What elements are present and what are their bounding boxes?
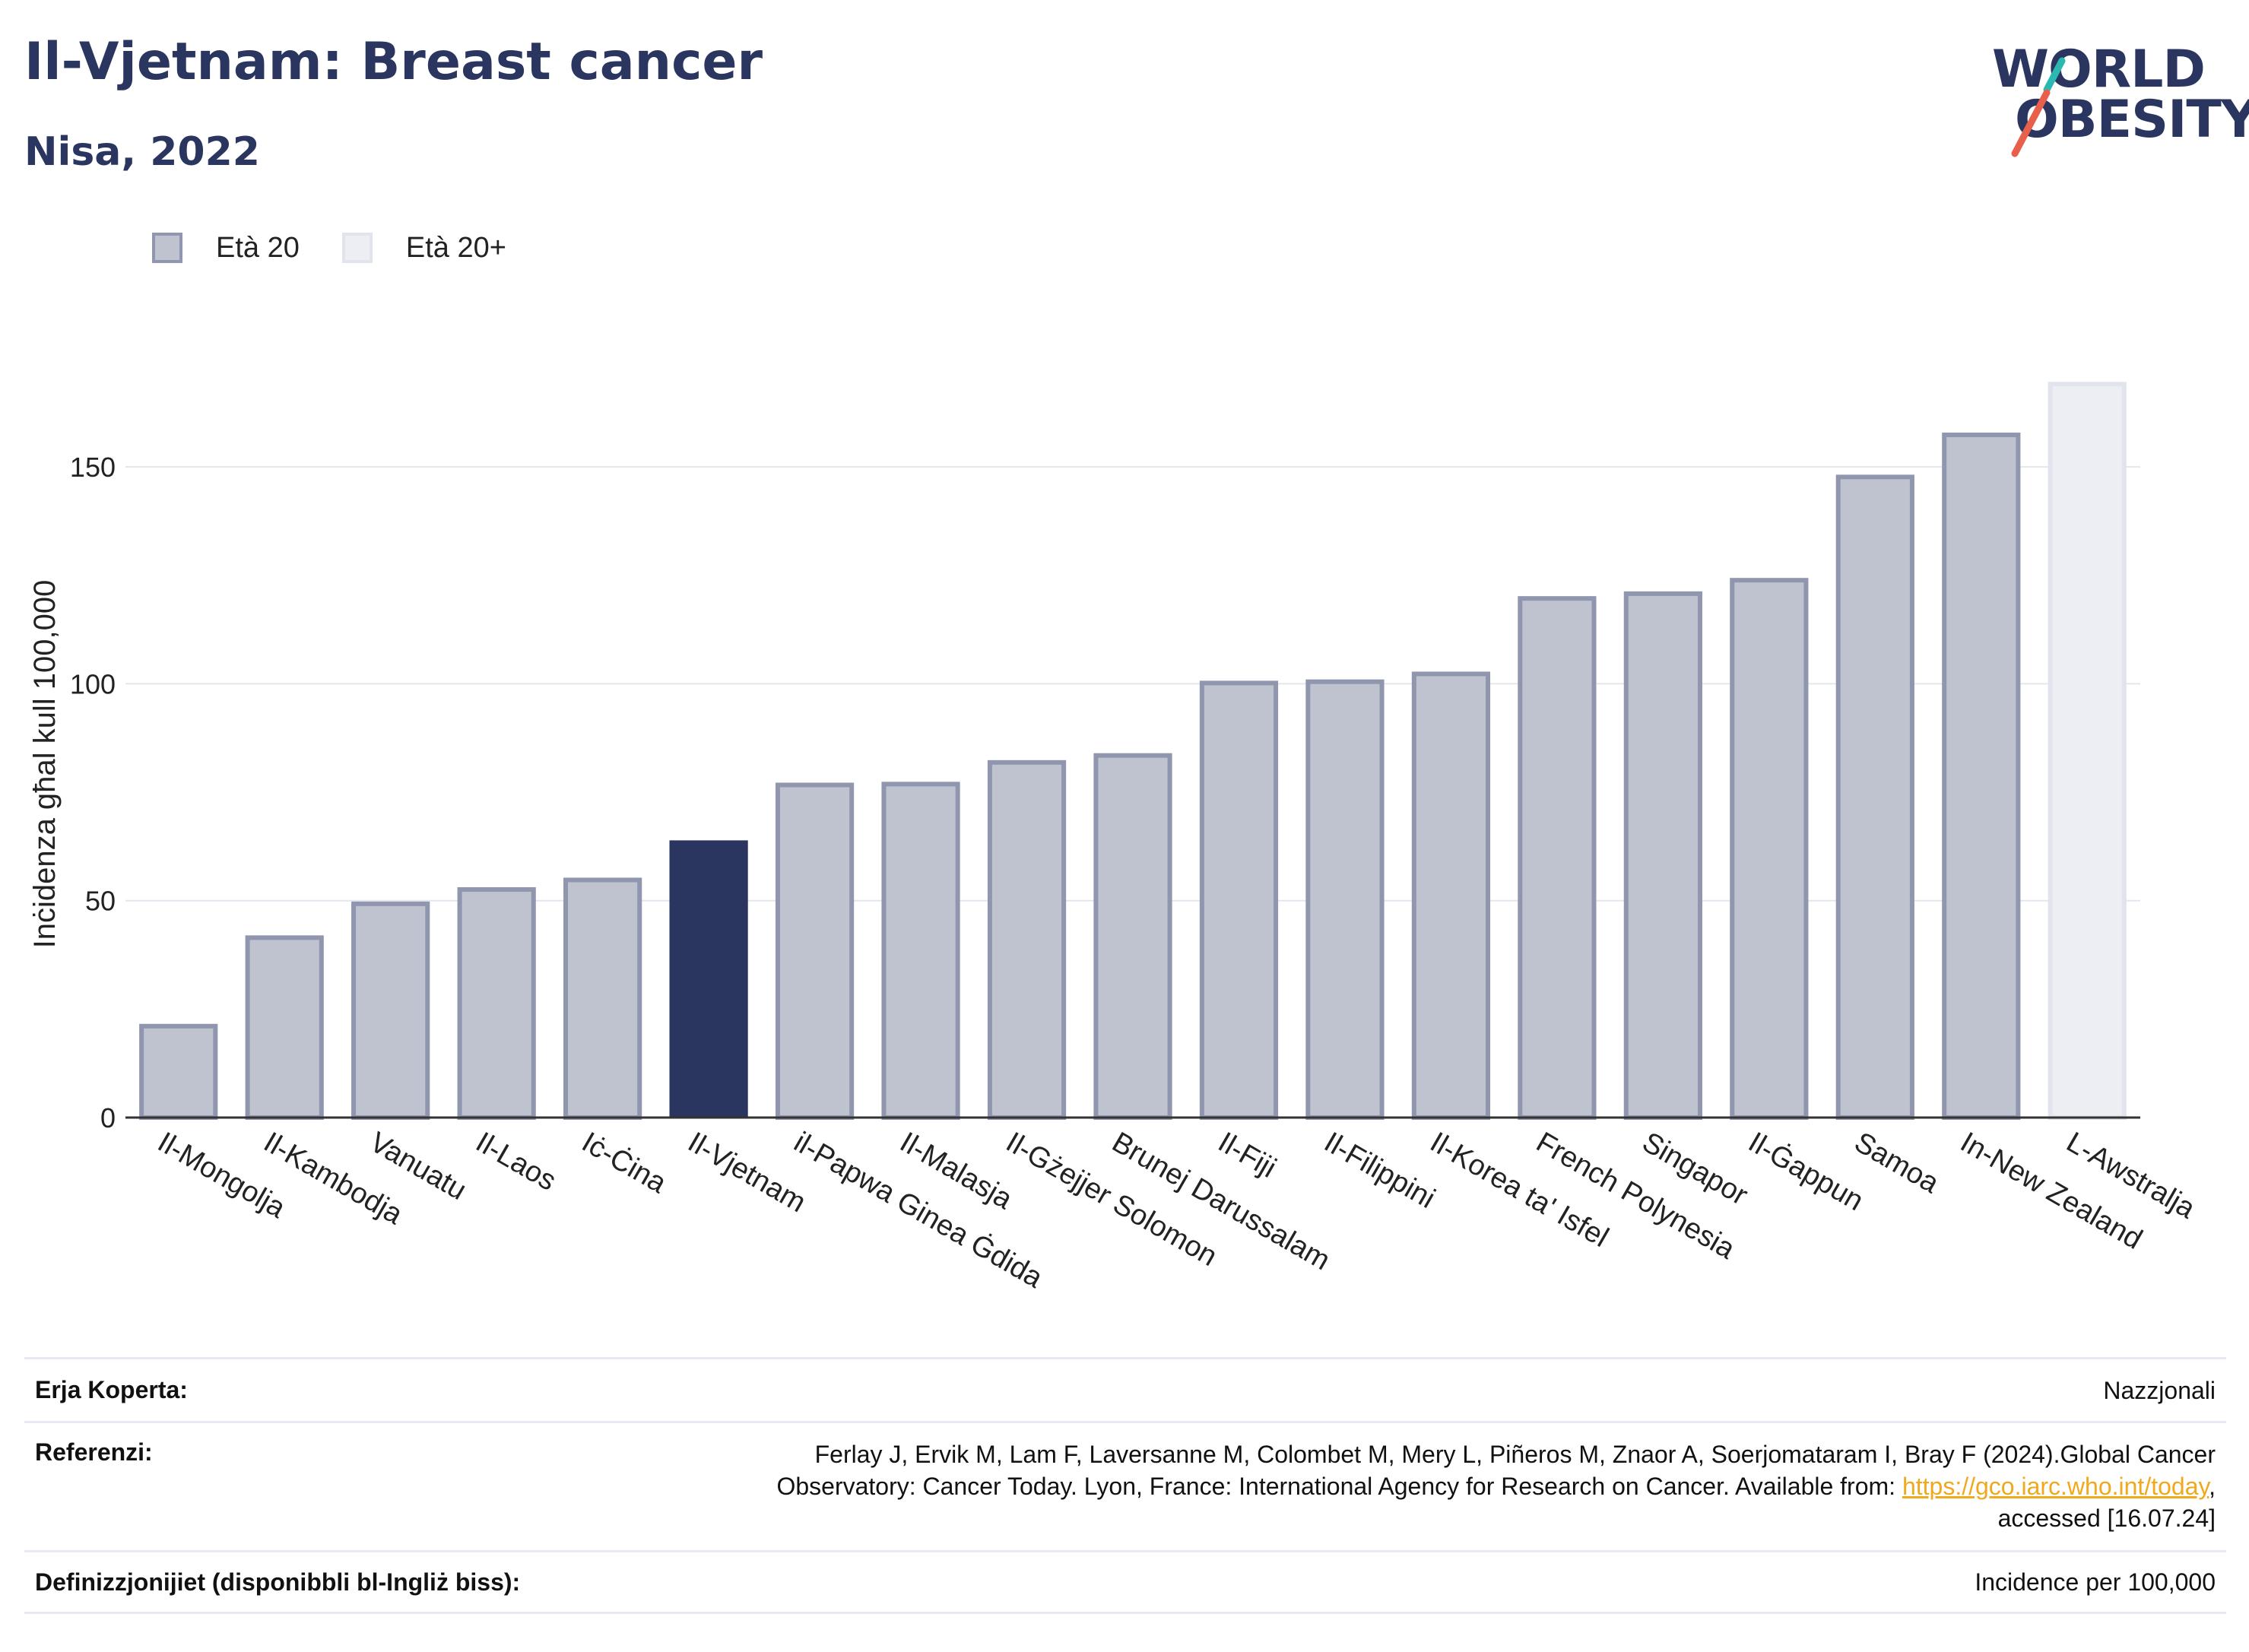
references-line-1: Ferlay J, Ervik M, Lam F, Laversanne M, …: [814, 1441, 2216, 1468]
chart-legend: Età 20 Età 20+: [152, 228, 549, 268]
y-axis-ticks: 0 50 100 150: [70, 452, 116, 1134]
bar[interactable]: [457, 887, 536, 1121]
x-tick-label: Il-Korea ta' Isfel: [1425, 1126, 1614, 1254]
legend-swatch: [341, 233, 373, 263]
references-value: Ferlay J, Ervik M, Lam F, Laversanne M, …: [776, 1438, 2226, 1550]
legend-item-age-20[interactable]: Età 20: [152, 232, 300, 265]
bar-chart: 0 50 100 150 Il-MongoljaIl-KambodjaVanuatuI…: [28, 382, 2201, 1295]
bar[interactable]: [245, 935, 324, 1120]
references-line-3: accessed [16.07.24]: [1997, 1505, 2216, 1532]
bar[interactable]: [669, 840, 748, 1119]
logo-slash-icon: [2011, 57, 2066, 157]
bar[interactable]: [881, 782, 960, 1121]
bar[interactable]: [1305, 679, 1385, 1120]
bar[interactable]: [1411, 671, 1491, 1120]
legend-item-age-20-plus[interactable]: Età 20+: [341, 231, 506, 265]
logo-line-2: OBESITY: [2015, 90, 2249, 150]
references-comma: ,: [2209, 1473, 2216, 1500]
bar[interactable]: [1199, 680, 1279, 1120]
bar[interactable]: [1623, 591, 1702, 1120]
footer-row-definitions: Definizzjonijiet (disponibbli bl-Ingliż …: [24, 1550, 2226, 1614]
footer-row-coverage: Erja Koperta: Nazzjonali: [24, 1357, 2226, 1421]
chart-footer: Erja Koperta: Nazzjonali Referenzi: Ferl…: [24, 1357, 2226, 1614]
bar[interactable]: [563, 877, 642, 1121]
world-obesity-logo: WORLD OBESITY: [1977, 23, 2249, 160]
legend-label: Età 20: [216, 231, 300, 264]
bar[interactable]: [775, 782, 855, 1120]
y-axis-label: Inċidenza għal kull 100,000: [28, 580, 62, 949]
bar[interactable]: [987, 759, 1067, 1120]
bar[interactable]: [351, 901, 430, 1120]
x-tick-label: Il-Filippini: [1318, 1126, 1440, 1215]
references-label: Referenzi:: [35, 1438, 153, 1466]
x-tick-label: Il-Vjetnam: [683, 1126, 811, 1219]
bar[interactable]: [2048, 382, 2127, 1120]
chart-subtitle: Nisa, 2022: [24, 129, 260, 175]
coverage-value: Nazzjonali: [2103, 1376, 2216, 1404]
logo-line-1: WORLD: [1992, 40, 2206, 100]
legend-label: Età 20+: [405, 231, 506, 264]
y-tick-label: 0: [100, 1102, 116, 1134]
x-tick-label: In-New Zealand: [1955, 1126, 2147, 1255]
definitions-value: Incidence per 100,000: [1975, 1568, 2216, 1596]
bar[interactable]: [1093, 753, 1172, 1120]
y-tick-label: 150: [70, 452, 116, 483]
y-tick-label: 50: [85, 886, 116, 917]
x-tick-label: Iċ-Ċina: [576, 1125, 673, 1200]
definitions-label: Definizzjonijiet (disponibbli bl-Ingliż …: [35, 1568, 521, 1596]
references-line-2-text: Observatory: Cancer Today. Lyon, France:…: [776, 1473, 1902, 1500]
references-link[interactable]: https://gco.iarc.who.int/today: [1902, 1473, 2209, 1500]
bar[interactable]: [1942, 433, 2021, 1120]
x-tick-label: Il-Laos: [471, 1126, 562, 1197]
coverage-label: Erja Koperta:: [35, 1376, 188, 1403]
bar[interactable]: [1835, 474, 1914, 1120]
bar[interactable]: [1518, 596, 1597, 1120]
x-tick-label: Il-Ġappun: [1743, 1125, 1870, 1218]
references-line-2: Observatory: Cancer Today. Lyon, France:…: [776, 1470, 2216, 1502]
bars: [139, 382, 2127, 1121]
legend-swatch: [152, 233, 182, 263]
footer-row-references: Referenzi: Ferlay J, Ervik M, Lam F, Lav…: [24, 1421, 2226, 1550]
y-tick-label: 100: [70, 668, 116, 699]
bar[interactable]: [139, 1023, 218, 1120]
chart-title: Il-Vjetnam: Breast cancer: [24, 32, 763, 92]
x-tick-label: Il-Fiji: [1213, 1126, 1281, 1184]
bar[interactable]: [1730, 578, 1809, 1120]
